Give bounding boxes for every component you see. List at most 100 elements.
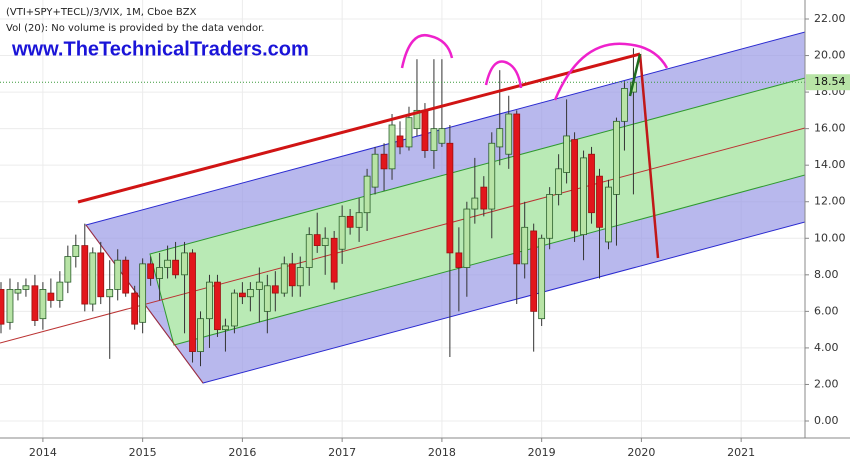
candle-body <box>122 259 130 294</box>
candle-body <box>246 289 254 298</box>
annotations <box>77 33 669 259</box>
y-tick-label: 14.00 <box>814 158 846 171</box>
forecast-arrow <box>628 53 642 97</box>
candle-body <box>538 237 546 320</box>
top-arc <box>400 33 454 69</box>
candle-body <box>446 142 454 254</box>
last-price-box <box>806 74 850 91</box>
candle-body <box>164 259 171 268</box>
x-tick-label: 2019 <box>528 446 556 459</box>
candle-body <box>596 175 603 228</box>
candle-body <box>380 153 388 170</box>
candle-body <box>621 88 628 122</box>
candle-body <box>172 259 179 276</box>
candle-body <box>197 318 204 352</box>
chart-subtitle: Vol (20): No volume is provided by the d… <box>6 23 264 34</box>
x-tick-label: 2018 <box>428 446 456 459</box>
candle-body <box>338 215 346 250</box>
candle-body <box>546 194 554 239</box>
candle-body <box>271 285 279 294</box>
candle-body <box>513 113 521 265</box>
candle-body <box>263 285 271 312</box>
candle-body <box>530 230 538 312</box>
y-tick-label: 6.00 <box>814 304 839 317</box>
candle-body <box>255 281 263 290</box>
candle-body <box>371 153 379 188</box>
x-tick-label: 2017 <box>328 446 356 459</box>
candle-body <box>296 267 304 287</box>
candle-body <box>231 292 238 327</box>
candle-body <box>555 168 563 195</box>
candle-body <box>131 292 139 325</box>
candle-body <box>480 186 488 210</box>
candle-body <box>222 325 229 331</box>
candle-body <box>363 175 371 214</box>
x-tick-label: 2014 <box>29 446 57 459</box>
candle-body <box>613 120 620 195</box>
candle-body <box>313 234 321 246</box>
resistance-line <box>77 52 641 204</box>
candle-body <box>6 289 14 323</box>
candle-body <box>89 252 97 305</box>
candle-body <box>496 128 504 148</box>
candle-body <box>106 289 114 298</box>
candle-body <box>571 139 578 232</box>
candle-body <box>563 135 570 173</box>
candle-body <box>580 157 587 236</box>
candle-body <box>64 256 72 283</box>
x-tick-label: 2016 <box>228 446 256 459</box>
candle-body <box>463 208 471 268</box>
y-tick-label: 20.00 <box>814 49 846 62</box>
candle-body <box>238 292 246 298</box>
candle-body <box>330 237 338 283</box>
candle-body <box>214 281 221 331</box>
y-tick-label: 12.00 <box>814 195 846 208</box>
top-arc <box>484 60 523 89</box>
candle-body <box>396 135 404 148</box>
candle-body <box>305 234 313 268</box>
candle-body <box>81 245 89 305</box>
candle-body <box>72 245 80 257</box>
candle-body <box>189 252 196 352</box>
y-tick-label: 10.00 <box>814 231 846 244</box>
candle-body <box>521 226 529 265</box>
axes: 0.00 2.00 4.00 6.00 8.00 10.00 12.00 14.00 16.00… <box>29 12 850 459</box>
x-tick-label: 2020 <box>627 446 655 459</box>
candle-body <box>114 259 122 290</box>
forecast-arrow <box>638 53 660 259</box>
candle-body <box>156 267 164 279</box>
candle-body <box>0 289 5 325</box>
chart-title: (VTI+SPY+TECL)/3/VIX, 1M, Cboe BZX <box>6 7 197 18</box>
candle-body <box>388 124 396 170</box>
candle-body <box>147 263 155 279</box>
candle-body <box>288 263 296 287</box>
y-tick-label: 2.00 <box>814 377 839 390</box>
candle-body <box>455 252 463 268</box>
candle-body <box>588 153 595 214</box>
candle-body <box>31 285 39 321</box>
candles <box>0 48 805 367</box>
x-tick-label: 2015 <box>129 446 157 459</box>
candle-body <box>355 212 363 228</box>
candle-body <box>413 109 421 130</box>
candle-body <box>488 142 496 210</box>
candle-body <box>471 197 479 210</box>
candle-body <box>22 285 30 290</box>
y-tick-label: 8.00 <box>814 268 839 281</box>
candle-body <box>505 113 513 155</box>
candle-body <box>14 289 22 294</box>
candle-body <box>39 289 47 320</box>
candle-body <box>56 281 64 301</box>
y-tick-label: 16.00 <box>814 122 846 135</box>
candle-body <box>97 252 105 298</box>
watermark: www.TheTechnicalTraders.com <box>11 38 309 60</box>
candle-body <box>605 186 612 243</box>
candle-body <box>405 117 413 148</box>
candle-body <box>438 128 446 144</box>
y-tick-label: 22.00 <box>814 12 846 25</box>
y-tick-label: 4.00 <box>814 341 839 354</box>
candle-body <box>139 263 147 323</box>
x-tick-label: 2021 <box>727 446 755 459</box>
candle-body <box>430 128 438 151</box>
